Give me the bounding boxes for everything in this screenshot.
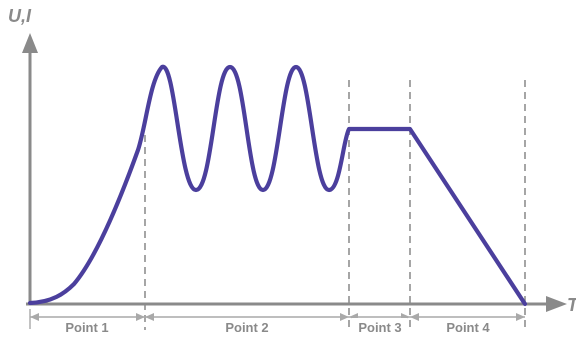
dimension-arrow-icon [516, 313, 525, 321]
segment-label-point-1: Point 1 [65, 320, 108, 335]
dimension-arrow-icon [136, 313, 145, 321]
dimension-arrow-icon [410, 313, 419, 321]
dimension-arrow-icon [30, 313, 39, 321]
segment-label-point-4: Point 4 [446, 320, 490, 335]
x-axis-label: T [567, 295, 576, 315]
segment-guides [144, 80, 526, 330]
dimension-arrow-icon [340, 313, 349, 321]
x-axis-arrow-icon [546, 296, 567, 312]
segment-label-bg [219, 318, 275, 334]
segment-label-point-3: Point 3 [358, 320, 401, 335]
y-axis-label: U,I [8, 6, 32, 26]
axes: U,I T [8, 6, 576, 315]
signal-waveform [27, 64, 528, 307]
dimension-arrow-icon [145, 313, 154, 321]
segment-label-point-2: Point 2 [225, 320, 268, 335]
segment-label-bg [352, 318, 407, 334]
y-axis-arrow-icon [22, 33, 38, 53]
segment-label-bg [60, 318, 116, 334]
segment-dimensions: Point 1 Point 2 Point 3 Point 4 [29, 309, 525, 335]
segment-label-bg [440, 318, 496, 334]
